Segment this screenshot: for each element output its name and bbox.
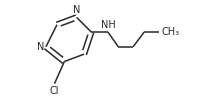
Text: Cl: Cl: [50, 86, 59, 96]
Text: NH: NH: [101, 20, 115, 30]
Text: CH₃: CH₃: [161, 27, 179, 37]
Text: N: N: [37, 42, 44, 52]
Text: N: N: [73, 5, 80, 15]
